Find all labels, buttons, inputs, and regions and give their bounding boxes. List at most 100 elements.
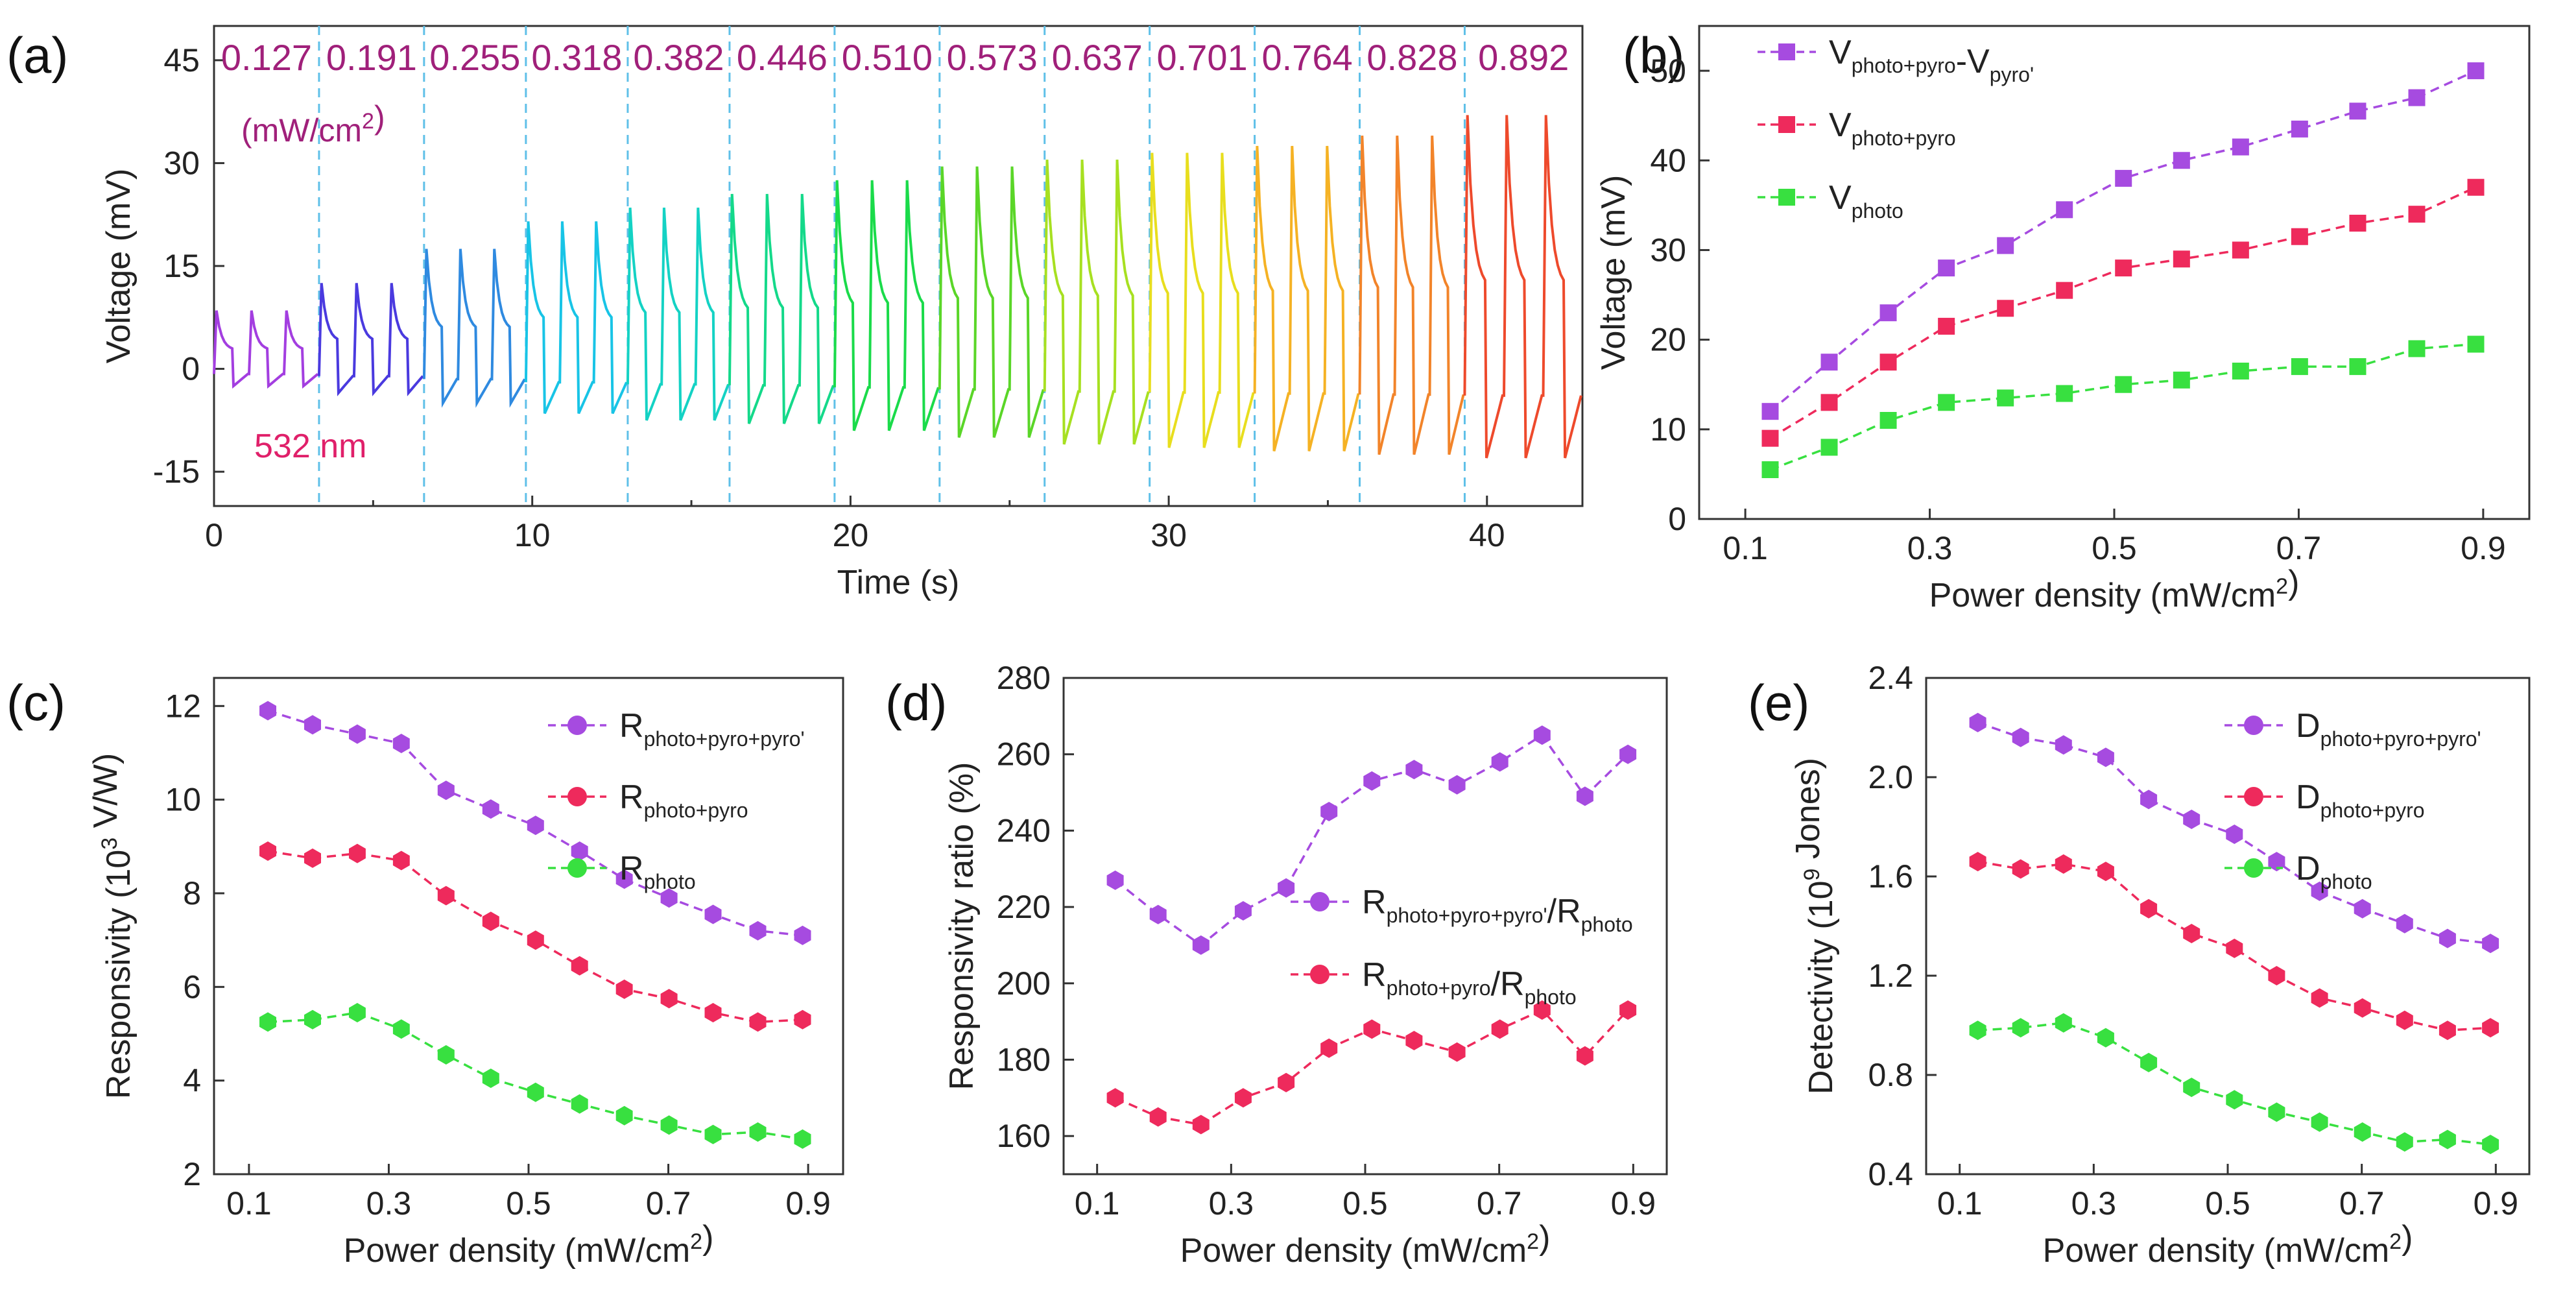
legend-marker bbox=[2244, 716, 2263, 735]
data-point bbox=[2173, 371, 2190, 389]
data-point bbox=[437, 886, 455, 906]
data-point bbox=[749, 1012, 767, 1032]
data-point bbox=[2349, 102, 2367, 120]
y-tick-label: 280 bbox=[997, 660, 1051, 696]
x-tick-label: 10 bbox=[514, 517, 551, 553]
legend-marker bbox=[2244, 858, 2263, 878]
legend-label: Vphoto+pyro-Vpyro' bbox=[1829, 34, 2034, 86]
data-point bbox=[749, 921, 767, 941]
voltage-trace-segment bbox=[213, 310, 319, 389]
data-point bbox=[1879, 412, 1897, 429]
data-point bbox=[2140, 1052, 2158, 1072]
y-tick-label: -15 bbox=[153, 453, 200, 490]
data-point bbox=[2291, 358, 2308, 376]
data-point bbox=[2173, 250, 2190, 268]
data-point bbox=[2140, 790, 2158, 810]
data-point bbox=[660, 989, 678, 1009]
x-tick-label: 0.7 bbox=[646, 1185, 691, 1222]
y-tick-label: 160 bbox=[997, 1118, 1051, 1154]
data-point bbox=[660, 1115, 678, 1135]
y-tick-label: 240 bbox=[997, 812, 1051, 849]
data-point bbox=[349, 843, 366, 863]
data-point bbox=[1938, 394, 1955, 411]
data-point bbox=[2354, 898, 2371, 919]
data-point bbox=[2056, 282, 2073, 299]
data-point bbox=[2097, 862, 2114, 882]
power-label: 0.446 bbox=[737, 37, 828, 78]
data-point bbox=[304, 1009, 321, 1030]
legend-label: Dphoto+pyro+pyro' bbox=[2296, 707, 2481, 751]
y-tick-label: 2.4 bbox=[1868, 660, 1913, 696]
data-point bbox=[1234, 901, 1252, 921]
voltage-trace-segment bbox=[833, 180, 940, 431]
data-point bbox=[392, 734, 410, 753]
x-tick-label: 0.3 bbox=[2071, 1185, 2117, 1222]
x-tick-label: 0.5 bbox=[1342, 1185, 1388, 1222]
data-point bbox=[259, 701, 276, 721]
data-point bbox=[2055, 735, 2072, 755]
data-point bbox=[1938, 259, 1955, 277]
data-point bbox=[2115, 259, 2132, 277]
data-point bbox=[527, 815, 544, 836]
x-tick-label: 0.7 bbox=[2276, 530, 2322, 566]
data-point bbox=[1761, 429, 1779, 447]
y-axis-label: Voltage (mV) bbox=[100, 169, 137, 364]
voltage-trace-segment bbox=[728, 193, 835, 424]
y-axis-label: Responsivity (103 V/W) bbox=[87, 753, 137, 1099]
panel-e: (e) 0.4 0.8 1.2 1.6 2.0 2.4 0.1 0.3 0.5 0.7 0.9 Powe… bbox=[1748, 660, 2531, 1270]
data-point bbox=[1969, 1020, 1986, 1041]
panel-label: (a) bbox=[6, 27, 68, 84]
data-point bbox=[2056, 385, 2073, 402]
data-point bbox=[615, 869, 633, 889]
legend-marker bbox=[567, 787, 587, 806]
y-tick-label: 10 bbox=[1650, 411, 1686, 448]
power-label: 0.828 bbox=[1366, 37, 1457, 78]
data-point bbox=[2115, 376, 2132, 393]
legend-label: Rphoto+pyro bbox=[619, 778, 748, 822]
legend-marker bbox=[1310, 965, 1330, 984]
data-point bbox=[1969, 852, 1986, 872]
data-point bbox=[527, 1082, 544, 1102]
data-point bbox=[1997, 300, 2014, 317]
y-tick-label: 0 bbox=[1668, 501, 1686, 537]
data-point bbox=[2226, 825, 2243, 844]
legend-marker bbox=[567, 716, 587, 735]
series-line bbox=[1977, 1021, 2491, 1146]
y-tick-label: 8 bbox=[183, 875, 201, 911]
data-point bbox=[1491, 1019, 1509, 1039]
data-point bbox=[2183, 1078, 2200, 1098]
data-point bbox=[2354, 1122, 2371, 1142]
series-line bbox=[267, 1011, 803, 1140]
legend-label: Rphoto+pyro+pyro' bbox=[619, 707, 805, 751]
y-tick-label: 180 bbox=[997, 1041, 1051, 1078]
data-point bbox=[1969, 712, 1986, 732]
y-tick-label: 2.0 bbox=[1868, 759, 1913, 795]
data-point bbox=[437, 1045, 455, 1065]
data-point bbox=[1997, 389, 2014, 407]
data-point bbox=[2268, 852, 2285, 872]
y-tick-label: 30 bbox=[163, 145, 200, 181]
voltage-trace-segment bbox=[1463, 115, 1582, 459]
data-point bbox=[2349, 358, 2367, 376]
data-point bbox=[1761, 461, 1779, 478]
data-point bbox=[2232, 363, 2249, 380]
data-point bbox=[2482, 1135, 2499, 1155]
x-tick-label: 0.3 bbox=[1907, 530, 1953, 566]
data-point bbox=[1448, 775, 1466, 795]
data-point bbox=[482, 911, 499, 932]
data-point bbox=[2439, 928, 2456, 948]
data-point bbox=[571, 956, 588, 976]
data-point bbox=[2467, 335, 2485, 353]
data-point bbox=[704, 1003, 722, 1022]
y-tick-label: 2 bbox=[183, 1156, 201, 1192]
data-point bbox=[1405, 760, 1423, 780]
x-tick-label: 0.5 bbox=[2205, 1185, 2250, 1222]
data-point bbox=[749, 1122, 767, 1142]
x-tick-label: 0.9 bbox=[785, 1185, 831, 1222]
legend-label: Dphoto bbox=[2296, 850, 2372, 893]
power-label: 0.382 bbox=[633, 37, 724, 78]
data-point bbox=[2056, 201, 2073, 219]
y-tick-label: 15 bbox=[163, 248, 200, 284]
